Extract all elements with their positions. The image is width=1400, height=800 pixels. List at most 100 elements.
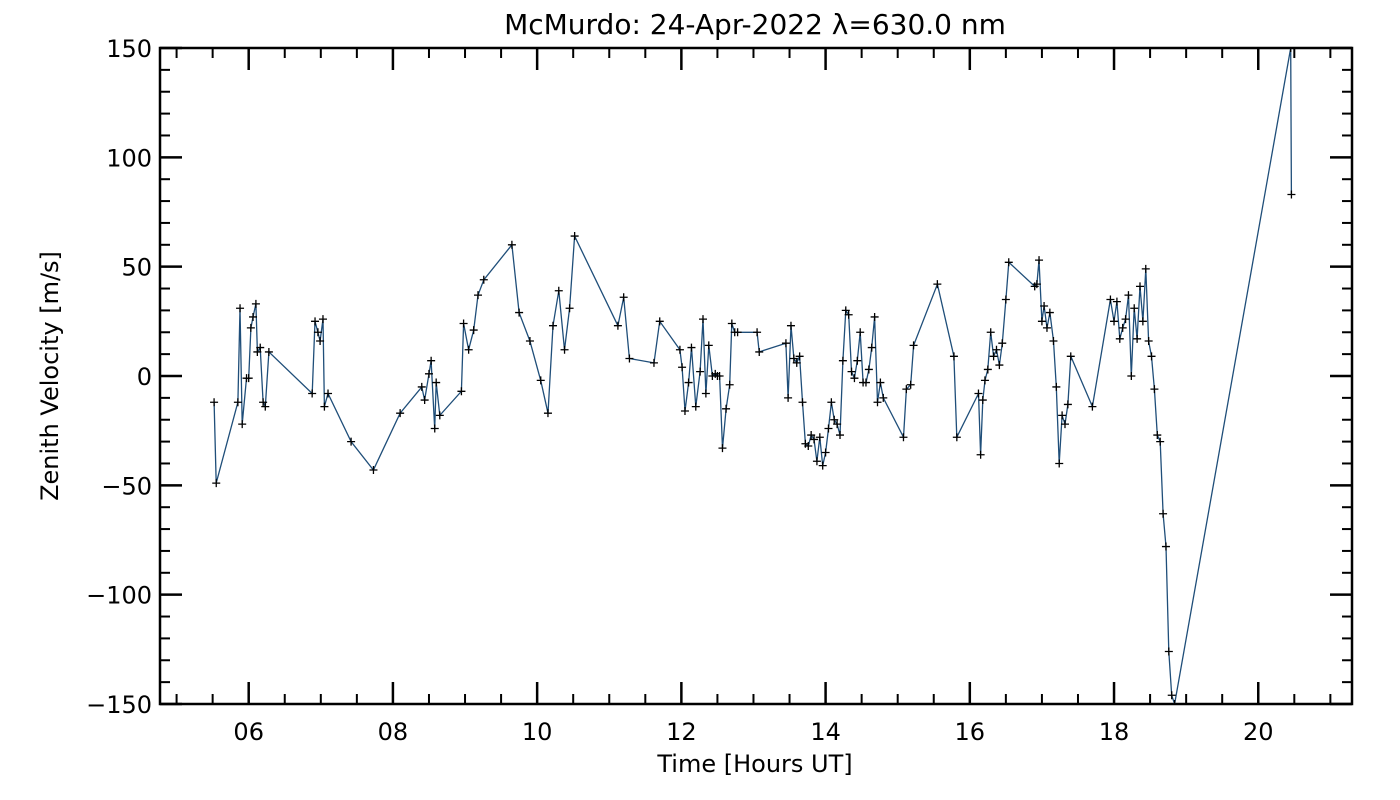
data-point [1055,459,1064,468]
data-point [755,347,764,356]
data-point [469,326,478,335]
data-point [687,343,696,352]
series-group [210,48,1296,704]
data-point [1052,382,1061,391]
data-point [244,374,253,383]
data-point [619,293,628,302]
data-point [396,409,405,418]
data-point [933,280,942,289]
data-point [1106,295,1115,304]
data-point [479,275,488,284]
data-point [733,328,742,337]
data-point [238,420,247,429]
data-point [989,352,998,361]
data-point [718,444,727,453]
data-point [324,389,333,398]
x-axis-label: Time [Hours UT] [656,750,852,778]
data-point [432,378,441,387]
data-point [1127,372,1136,380]
x-tick-label: 16 [955,718,986,746]
data-point [1088,402,1097,411]
y-tick-label: −50 [101,472,152,500]
data-point [836,431,845,440]
data-point [1287,190,1296,199]
data-point [864,365,873,374]
x-tick-label: 20 [1243,718,1274,746]
data-point [435,411,444,420]
data-point [684,378,693,387]
data-point [459,319,468,328]
plot-frame [158,46,1354,706]
data-point [1164,647,1173,656]
x-tick-label: 18 [1099,718,1130,746]
data-point [792,358,801,367]
x-tick-label: 08 [378,718,409,746]
data-point [427,356,436,365]
data-point [457,387,466,396]
data-point [525,337,534,346]
data-point [830,415,839,424]
data-point [1159,509,1168,518]
data-point [1040,302,1049,311]
data-point [1124,291,1133,300]
data-point [853,356,862,365]
data-point [722,404,731,413]
y-tick-label: −100 [86,582,152,610]
data-point [678,363,687,372]
x-tick-label: 14 [810,718,841,746]
data-point [1058,411,1067,420]
data-point [1286,48,1295,52]
data-point [515,308,524,317]
data-point [995,361,1004,370]
data-point [844,310,853,319]
data-point [976,450,985,459]
plot-area [158,46,1354,706]
data-point [251,299,260,308]
data-point [1045,308,1054,317]
data-point [1042,323,1051,332]
data-point [1141,264,1150,273]
data-point [980,376,989,385]
data-point [1004,258,1013,267]
data-point [649,358,658,367]
data-point [259,398,268,407]
data-point [696,367,705,376]
data-point [1135,282,1144,291]
data-point [821,448,830,457]
data-point [1144,337,1153,346]
data-point [1161,542,1170,551]
data-point [507,240,516,249]
data-point [753,328,762,337]
data-point [1150,385,1159,394]
data-point [1066,352,1075,361]
y-tick-label: 50 [121,254,152,282]
data-point [789,354,798,363]
data-point [1138,317,1147,326]
data-point [417,382,426,391]
data-point [861,378,870,387]
data-point [838,356,847,365]
data-point [369,466,378,475]
data-point [812,457,821,466]
data-point [560,345,569,354]
y-axis: −150 −100 −50 0 50 100 150 [86,35,1352,719]
data-point [815,433,824,442]
x-tick-label: 12 [666,718,697,746]
data-point [246,323,255,332]
data-point [1061,420,1069,429]
data-point [804,441,813,450]
data-point [818,461,827,470]
data-point [992,345,1001,354]
data-point [253,347,262,356]
data-point [264,347,273,356]
data-point [256,343,265,352]
data-point [1147,352,1156,361]
x-axis: 06 08 10 12 14 16 18 20 [175,48,1332,746]
data-point [313,328,322,337]
data-point [795,352,804,361]
data-point [876,378,885,387]
data-point [210,398,219,407]
y-tick-label: 150 [106,35,152,63]
data-point [308,389,317,398]
data-point [249,312,258,321]
